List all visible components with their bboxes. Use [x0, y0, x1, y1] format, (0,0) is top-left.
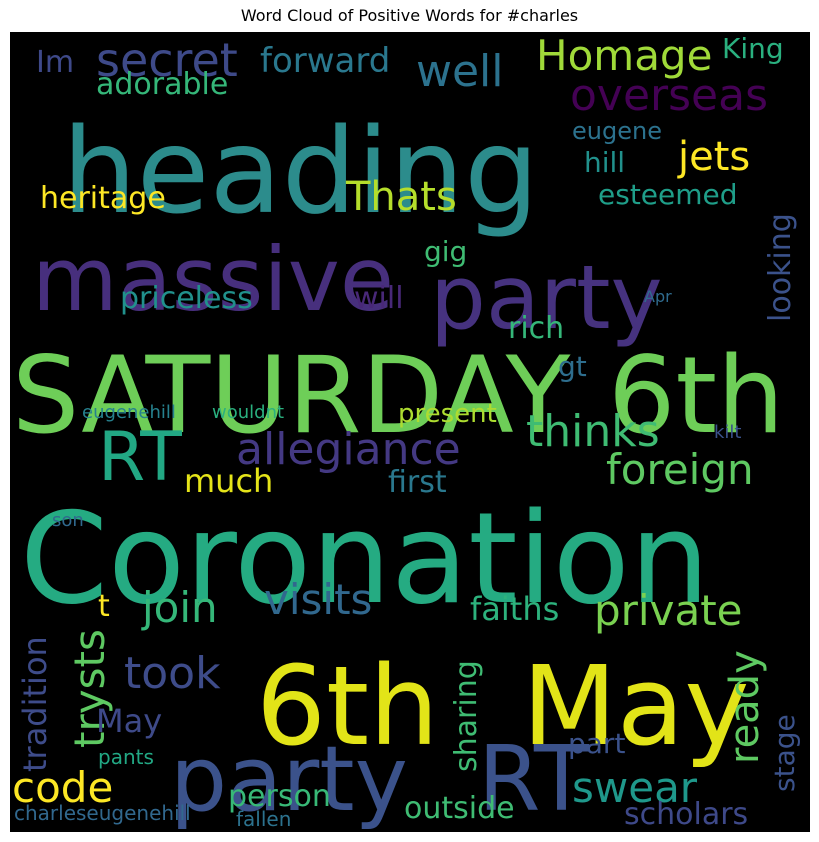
- word-ready: ready: [722, 650, 768, 764]
- word-secret: secret: [96, 33, 238, 87]
- word-first: first: [388, 465, 447, 500]
- word-adorable: adorable: [96, 67, 228, 102]
- word-priceless: priceless: [120, 281, 253, 316]
- word-charleseugenehill: charleseugenehill: [14, 801, 191, 825]
- word-code: code: [12, 763, 113, 812]
- word-rt: RT: [478, 727, 590, 832]
- word-stage: stage: [768, 714, 801, 792]
- word-jets: jets: [677, 134, 750, 180]
- word-well: well: [416, 46, 504, 97]
- word-party: party: [430, 246, 663, 349]
- word-scholars: scholars: [624, 797, 748, 832]
- word-may: May: [96, 702, 162, 740]
- word-massive: massive: [32, 228, 394, 331]
- word-eugenehill: eugenehill: [82, 402, 176, 423]
- word-present: present: [398, 399, 497, 429]
- word-overseas: overseas: [570, 70, 768, 121]
- word-may: May: [522, 642, 749, 770]
- word-sharing: sharing: [449, 660, 484, 772]
- word-swear: swear: [572, 763, 698, 812]
- word-forward: forward: [260, 41, 390, 81]
- word-foreign: foreign: [606, 445, 754, 494]
- word-esteemed: esteemed: [598, 178, 738, 211]
- word-looking: looking: [763, 213, 798, 322]
- word-king: King: [722, 32, 784, 65]
- word-coronation: Coronation: [20, 485, 710, 632]
- word-thats: Thats: [345, 174, 457, 220]
- word-rt: RT: [98, 418, 182, 497]
- word-much: much: [184, 462, 273, 500]
- word-tradition: tradition: [16, 636, 54, 772]
- word-will: will: [354, 281, 404, 316]
- word-person: person: [228, 779, 331, 814]
- word-pants: pants: [98, 745, 154, 769]
- word-gt: gt: [558, 350, 587, 383]
- word-kilt: kilt: [714, 422, 741, 443]
- word-allegiance: allegiance: [236, 424, 461, 475]
- word-heading: heading: [62, 102, 539, 240]
- word-son: son: [52, 510, 84, 531]
- word-6th: 6th: [256, 642, 439, 770]
- word-part: part: [568, 727, 625, 760]
- word-join: join: [141, 583, 218, 632]
- word-private: private: [594, 586, 743, 635]
- word-homage: Homage: [536, 32, 712, 80]
- word-faiths: faiths: [470, 590, 559, 628]
- word-fallen: fallen: [236, 807, 291, 831]
- word-6th: 6th: [608, 334, 784, 457]
- word-trysts: trysts: [65, 629, 114, 748]
- word-wouldnt: wouldnt: [212, 402, 284, 423]
- word-im: Im: [36, 45, 74, 80]
- word-outside: outside: [404, 791, 515, 826]
- word-gig: gig: [424, 235, 467, 268]
- word-party: party: [170, 727, 408, 832]
- word-thinks: thinks: [526, 406, 660, 457]
- word-apr: Apr: [644, 287, 672, 306]
- word-saturday: SATURDAY: [12, 334, 571, 457]
- word-eugene: eugene: [572, 117, 662, 145]
- word-heritage: heritage: [40, 181, 166, 216]
- word-cloud: heading massive party SATURDAY 6th Coronation…: [10, 32, 810, 832]
- word-hill: hill: [584, 146, 625, 179]
- chart-title: Word Cloud of Positive Words for #charle…: [240, 6, 579, 25]
- word-rich: rich: [508, 311, 564, 346]
- word-t: t: [98, 589, 110, 624]
- word-visits: visits: [264, 575, 372, 624]
- word-took: took: [124, 648, 221, 699]
